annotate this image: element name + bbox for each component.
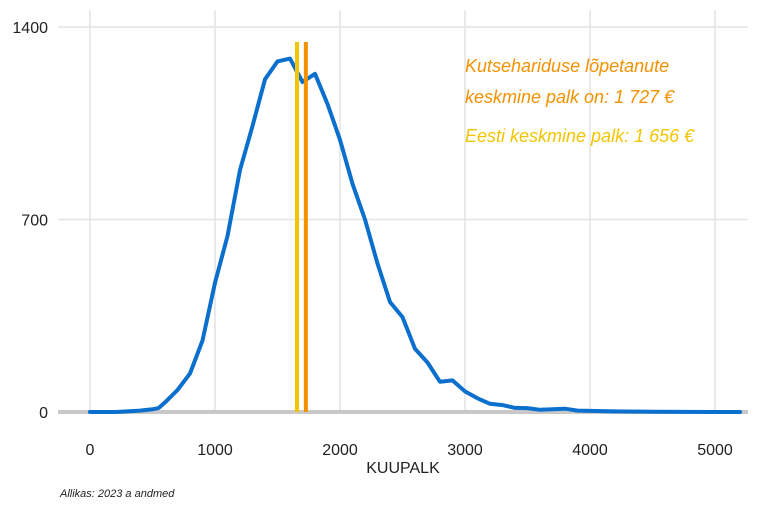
annotation-text: Kutsehariduse lõpetanute (465, 56, 669, 76)
salary-density-line (88, 56, 742, 414)
annotations: Kutsehariduse lõpetanute keskmine palk o… (465, 56, 695, 146)
y-tick-label: 700 (21, 213, 48, 230)
x-tick-label: 5000 (697, 442, 733, 459)
x-axis-title: KUUPALK (366, 460, 440, 477)
y-tick-label: 0 (39, 405, 48, 422)
x-tick-labels: 0 1000 2000 3000 4000 5000 (86, 442, 733, 459)
reference-lines (295, 42, 308, 412)
x-tick-label: 1000 (197, 442, 233, 459)
annotation-text: Eesti keskmine palk: 1 656 € (465, 126, 695, 146)
x-tick-label: 2000 (322, 442, 358, 459)
x-tick-label: 0 (86, 442, 95, 459)
source-caption: Allikas: 2023 a andmed (60, 488, 175, 500)
annotation-text: keskmine palk on: 1 727 € (465, 87, 675, 107)
x-tick-label: 4000 (572, 442, 608, 459)
y-tick-labels: 0 700 1400 (12, 20, 48, 422)
horizontal-gridlines (58, 26, 748, 221)
x-tick-label: 3000 (447, 442, 483, 459)
y-tick-label: 1400 (12, 20, 48, 37)
vertical-gridlines (89, 10, 716, 412)
